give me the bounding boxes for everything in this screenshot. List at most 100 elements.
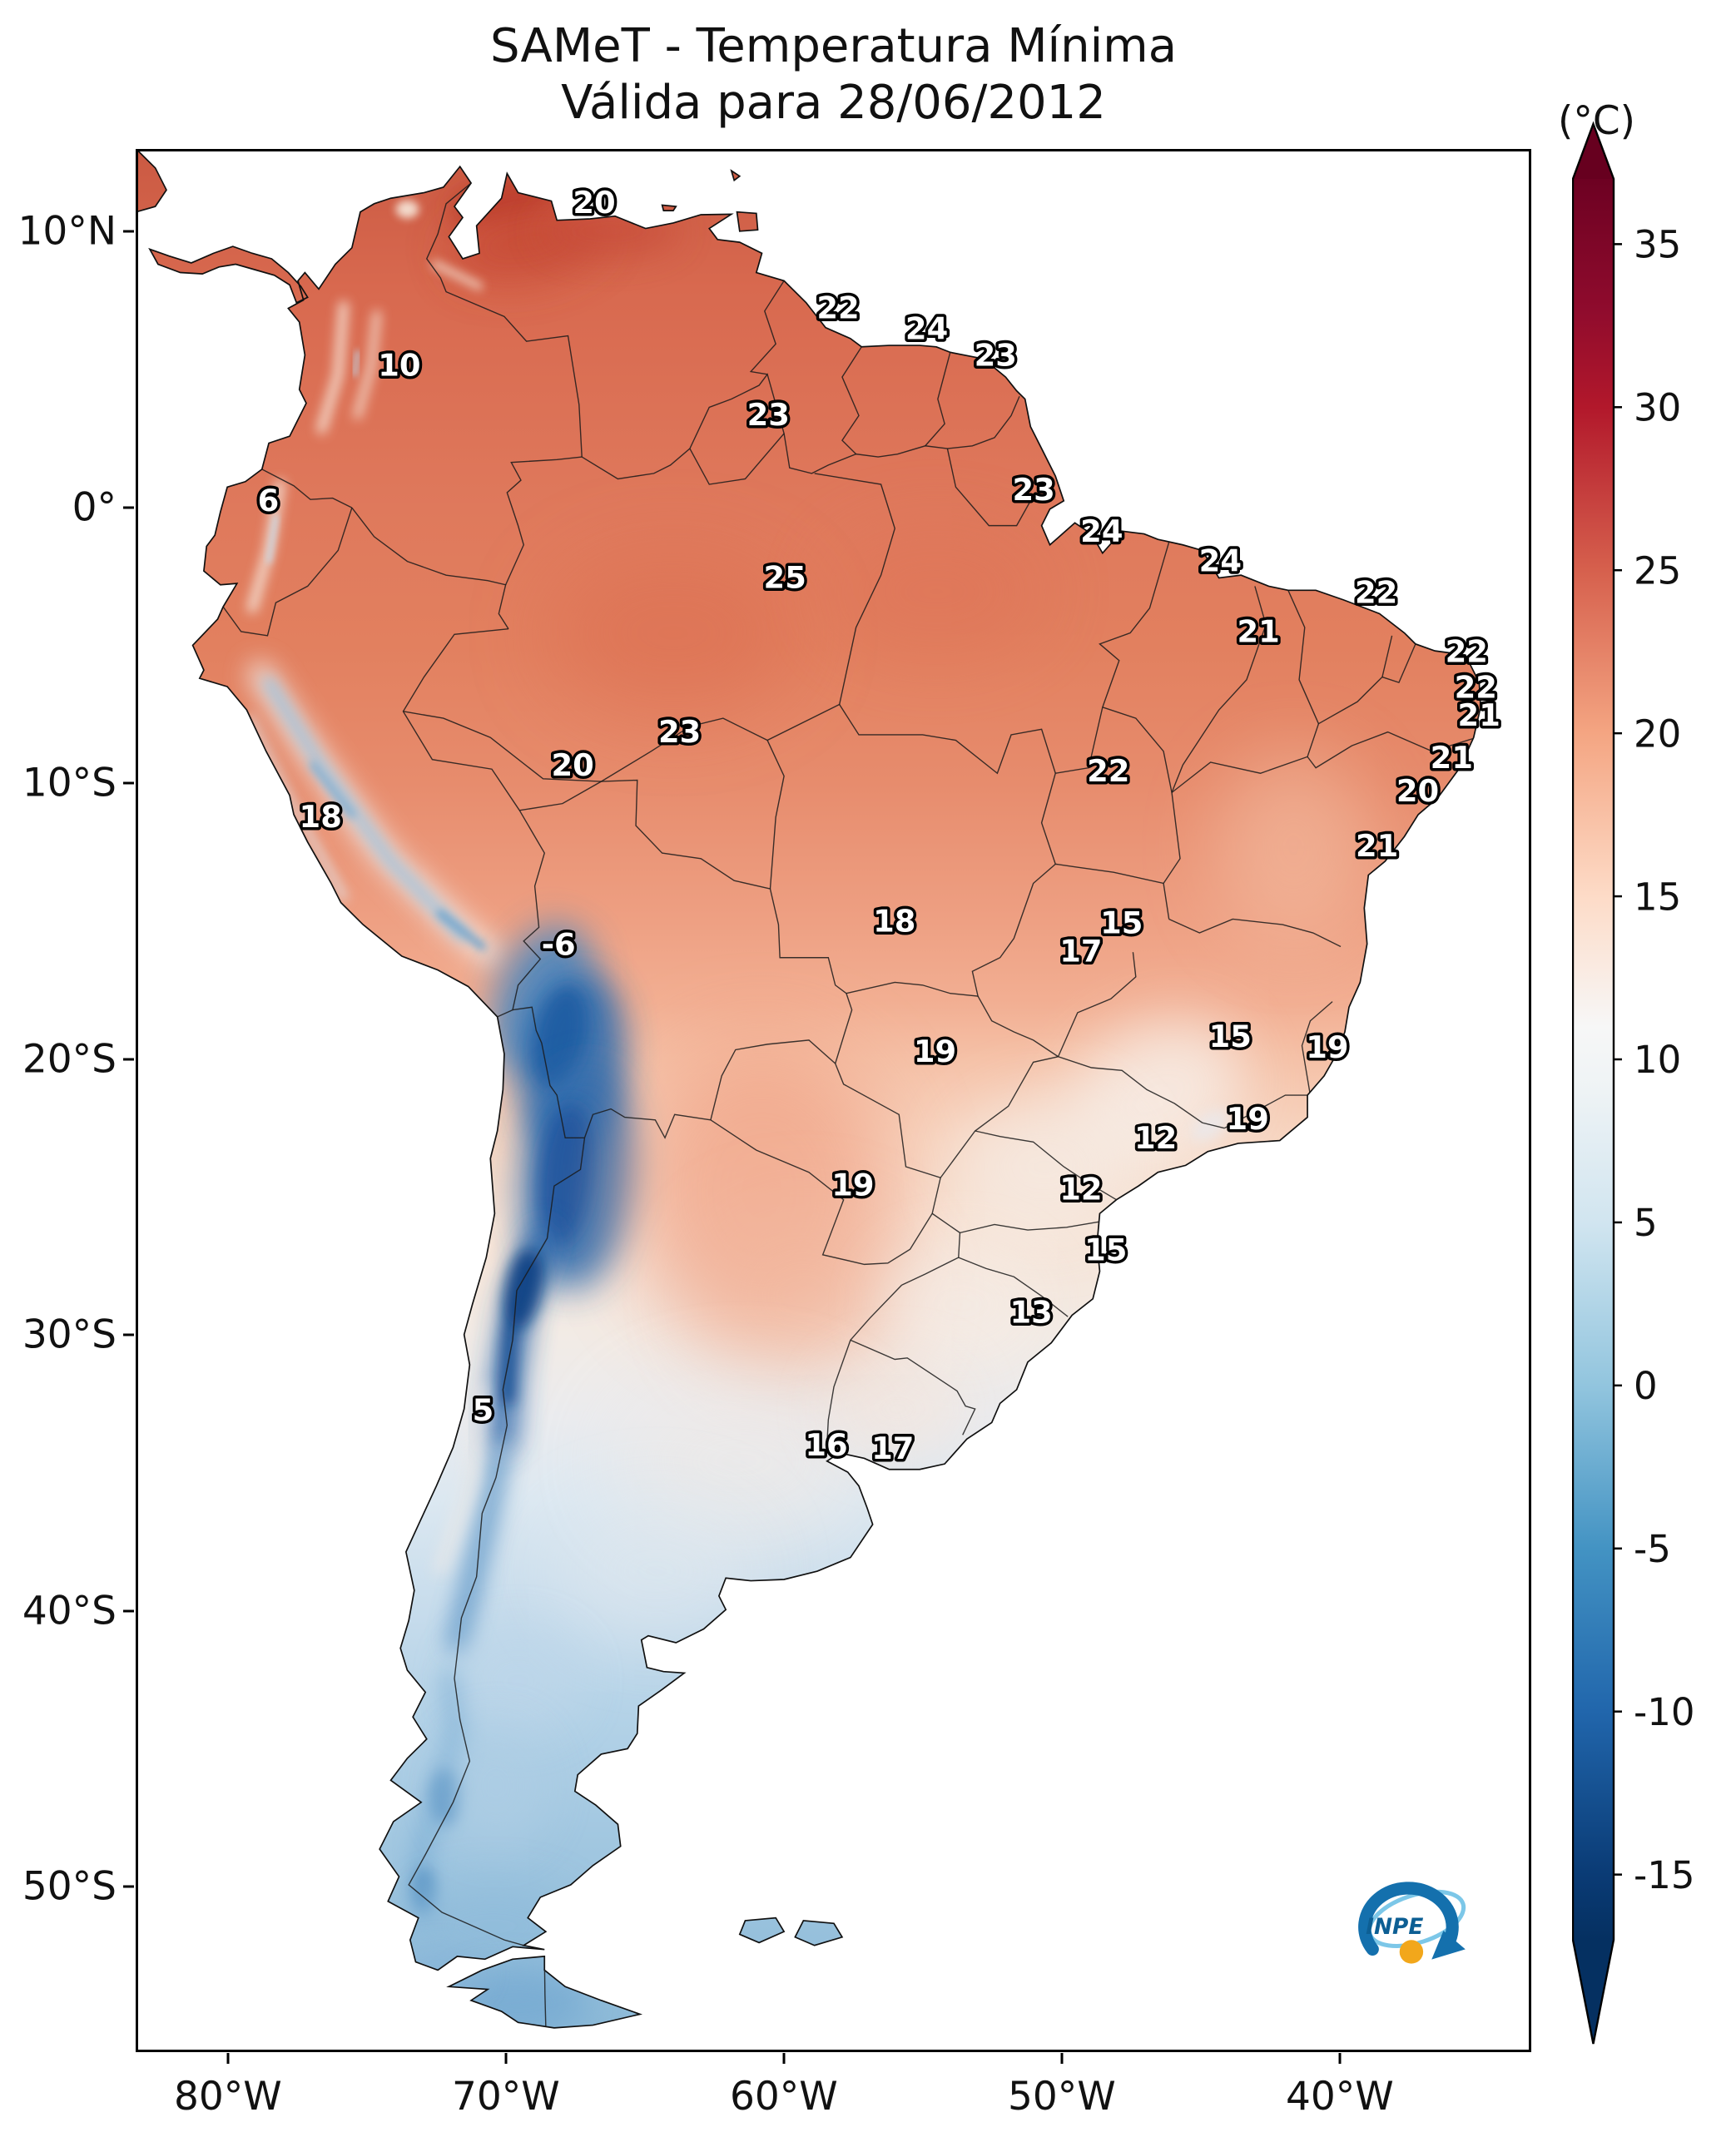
temp-label: 24: [1080, 513, 1123, 549]
country-border: [425, 182, 583, 458]
country-border: [1168, 918, 1342, 948]
colorbar: 35 30 25 20 15 10 5 0 -5 -10 -15: [1572, 121, 1695, 2045]
temp-label: 25: [764, 560, 806, 596]
map-subtitle: Válida para 28/06/2012: [561, 76, 1106, 131]
coastline: [446, 1955, 643, 2029]
temp-label: 23: [975, 337, 1017, 373]
lat-tick-mark: [123, 1885, 134, 1888]
temp-label: 19: [914, 1034, 956, 1069]
country-border: [814, 473, 895, 705]
colorbar-under-arrow: [1573, 1940, 1614, 2044]
temp-label: 21: [1238, 613, 1280, 649]
country-border: [710, 1119, 933, 1266]
temp-label: 17: [871, 1431, 914, 1466]
lat-tick-mark: [123, 230, 134, 233]
country-border: [1058, 1056, 1225, 1129]
colorbar-unit-label: (°C): [1558, 98, 1635, 144]
map-plot-area: 20 22 24 23 10 23 23 24 6 24 25 22 21 22 22 21 23 21 20 22 2…: [136, 149, 1531, 2052]
temp-label: 6: [258, 483, 280, 518]
coastline: [191, 165, 1481, 1971]
coastline: [738, 1916, 786, 1944]
country-border: [689, 433, 785, 485]
temp-label: 23: [1012, 472, 1054, 508]
country-border: [1171, 590, 1320, 793]
temp-label: 15: [1100, 905, 1143, 941]
coastline: [736, 211, 759, 232]
country-border: [351, 507, 509, 630]
temp-label: 15: [1209, 1019, 1252, 1054]
country-border: [1307, 731, 1477, 769]
country-border: [601, 703, 840, 782]
lat-tick-label: 0°: [72, 484, 117, 531]
colorbar-tick-label: 35: [1634, 223, 1681, 267]
temperature-field: [138, 151, 1481, 2028]
colorbar-tick-label: -10: [1634, 1690, 1695, 1734]
country-border: [1040, 773, 1164, 885]
temp-label: 19: [1227, 1101, 1269, 1137]
lat-tick-label: 50°S: [22, 1863, 117, 1910]
lat-tick-mark: [123, 1058, 134, 1061]
temp-label: 17: [1059, 933, 1102, 969]
temp-label: 16: [805, 1427, 847, 1463]
country-border: [960, 1221, 1100, 1234]
country-border: [975, 1130, 1117, 1201]
lat-tick-mark: [123, 1609, 134, 1613]
temp-label: 10: [378, 347, 420, 383]
logo-arrow-arc-icon: [1358, 1882, 1459, 1956]
country-border: [1102, 707, 1173, 793]
lat-tick-mark: [123, 506, 134, 509]
country-border: [403, 711, 602, 782]
country-border: [1301, 1001, 1333, 1096]
lon-tick-mark: [504, 2053, 508, 2064]
coastline: [794, 1920, 844, 1946]
lon-tick-mark: [1060, 2053, 1064, 2064]
lon-tick-label: 40°W: [1285, 2074, 1394, 2120]
country-border: [766, 740, 785, 890]
country-border: [261, 469, 353, 508]
coastlines: [138, 151, 1481, 2029]
temp-label: 13: [1009, 1294, 1052, 1330]
political-borders: [222, 182, 1477, 2027]
country-border: [839, 704, 1056, 775]
country-border: [1057, 952, 1137, 1058]
temp-label: 24: [1199, 543, 1242, 579]
logo-arrow-head-icon: [1431, 1931, 1466, 1960]
country-border: [581, 373, 1020, 480]
temp-label: 12: [1134, 1120, 1177, 1156]
country-border: [222, 507, 353, 637]
temp-label: 20: [1396, 773, 1439, 809]
country-border: [710, 1039, 836, 1121]
temp-label: 21: [1431, 740, 1473, 776]
temp-label: 5: [473, 1392, 494, 1428]
coastline: [661, 204, 677, 211]
lat-tick-label: 10°S: [22, 760, 117, 806]
temp-label: 24: [905, 310, 948, 346]
inpe-logo: INPE: [1358, 1882, 1466, 1964]
temp-label: 18: [873, 904, 915, 940]
colorbar-tick-label: 0: [1634, 1364, 1658, 1408]
country-border: [1055, 542, 1170, 774]
lon-tick-mark: [226, 2053, 230, 2064]
lon-tick-mark: [1338, 2053, 1342, 2064]
colorbar-gradient: [1573, 179, 1614, 1940]
temp-label: 22: [1455, 669, 1497, 705]
figure-title-block: SAMeT - Temperatura Mínima Válida para 2…: [136, 18, 1531, 132]
lat-tick-mark: [123, 1333, 134, 1336]
lon-tick-mark: [782, 2053, 786, 2064]
temp-label: 22: [1355, 575, 1397, 611]
temp-label: 12: [1059, 1172, 1102, 1207]
country-border: [749, 280, 785, 375]
temp-label: 22: [1087, 753, 1129, 789]
colorbar-outline: [1572, 121, 1615, 2045]
temp-label: 20: [573, 185, 615, 221]
country-border: [841, 346, 862, 455]
coastline: [730, 169, 742, 182]
country-border: [512, 1006, 585, 1138]
lon-tick-label: 70°W: [451, 2074, 560, 2120]
lon-tick-label: 80°W: [173, 2074, 282, 2120]
coastline: [138, 151, 167, 212]
temp-label: -6: [542, 926, 576, 962]
